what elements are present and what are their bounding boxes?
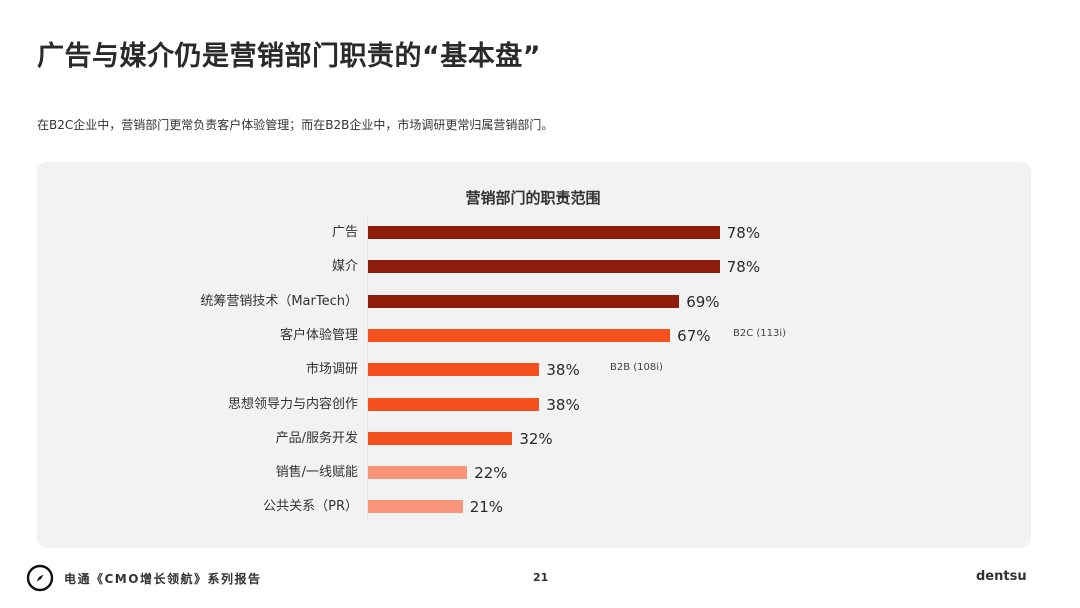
bar-value-label: 67%	[677, 326, 711, 345]
bar-value-label: 21%	[469, 498, 504, 517]
bar-row: 客户体验管理 67%	[0, 319, 1080, 353]
bar-label: 销售/一线赋能	[275, 465, 358, 481]
bar-row: 公共关系（PR） 21%	[0, 490, 1080, 524]
bar	[368, 363, 540, 377]
annotation-b2b: B2B (108i)	[610, 362, 663, 373]
bar-value-label: 38%	[546, 361, 580, 380]
bar	[368, 500, 463, 514]
bar	[368, 466, 468, 480]
bar-label: 广告	[331, 225, 358, 240]
bar-row: 统筹营销技术（MarTech） 69%	[0, 285, 1080, 319]
bar-value-label: 32%	[519, 429, 553, 448]
bar-value-label: 69%	[686, 292, 720, 311]
chart-axis	[367, 215, 368, 520]
bar-row: 思想领导力与内容创作 38%	[0, 388, 1080, 422]
chart-title: 营销部门的职责范围	[465, 189, 601, 207]
bar-label: 统筹营销技术（MarTech）	[200, 293, 358, 309]
bar	[368, 260, 720, 274]
bar-label: 市场调研	[305, 362, 358, 378]
bar	[368, 431, 513, 445]
annotation-b2c: B2C (113i)	[733, 328, 787, 339]
bar	[368, 328, 671, 342]
page-subtitle: 在B2C企业中，营销部门更常负责客户体验管理；而在B2B企业中，市场调研更常归属…	[37, 118, 554, 132]
bar-row: 广告 78%	[0, 216, 1080, 250]
compass-icon	[26, 564, 54, 592]
bar-value-label: 38%	[546, 395, 580, 414]
bar-label: 公共关系（PR）	[263, 499, 358, 515]
bar-value-label: 78%	[726, 224, 761, 242]
bar	[368, 226, 720, 239]
bar-row: 市场调研 38%	[0, 353, 1080, 387]
bar-value-label: 78%	[726, 258, 761, 277]
bar-label: 媒介	[331, 259, 358, 275]
page-number: 21	[533, 571, 549, 584]
bar-label: 思想领导力与内容创作	[227, 396, 358, 412]
report-series-name: 电通《CMO增长领航》系列报告	[64, 572, 262, 586]
page-title: 广告与媒介仍是营销部门职责的“基本盘”	[37, 41, 541, 72]
bar-row: 产品/服务开发 32%	[0, 422, 1080, 456]
bar	[368, 397, 540, 411]
bar	[368, 294, 680, 308]
bar-row: 媒介 78%	[0, 250, 1080, 284]
bar-row: 销售/一线赋能 22%	[0, 456, 1080, 490]
bar-label: 客户体验管理	[279, 327, 358, 343]
bar-value-label: 22%	[474, 464, 508, 483]
bar-label: 产品/服务开发	[275, 430, 358, 446]
brand-logo: dentsu	[976, 569, 1027, 584]
